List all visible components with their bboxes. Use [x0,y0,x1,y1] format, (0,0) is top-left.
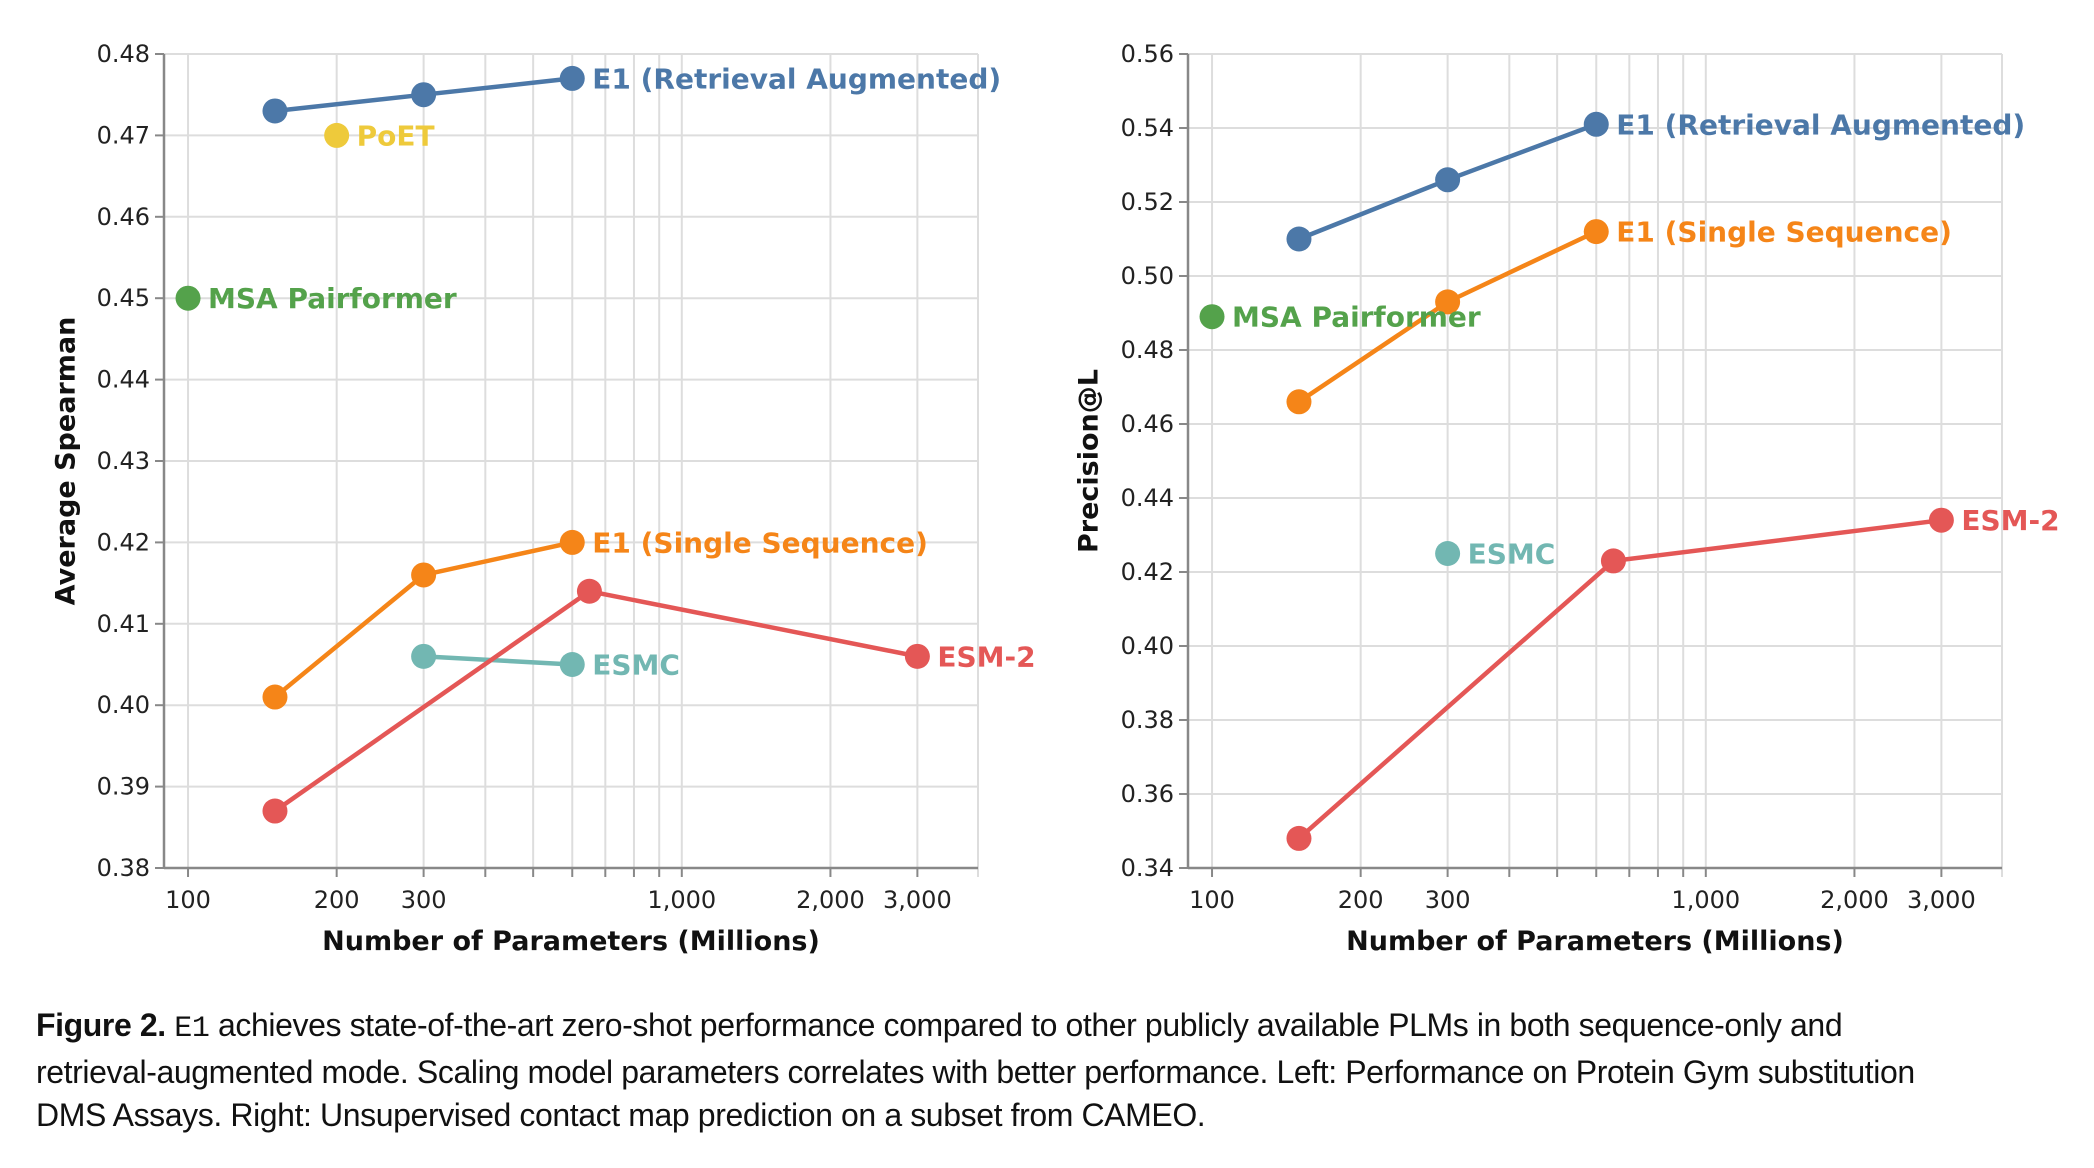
series-e1-retrieval-augmented: E1 (Retrieval Augmented) [1286,108,2025,252]
series-label: ESMC [1468,538,1556,571]
caption-line-2: retrieval-augmented mode. Scaling model … [36,1054,1915,1090]
y-tick-label: 0.38 [97,854,150,882]
y-tick-label: 0.39 [97,773,150,801]
x-tick-label: 100 [165,886,211,914]
x-tick-label: 200 [1338,886,1384,914]
series-label: E1 (Retrieval Augmented) [1616,108,2025,141]
x-tick-label: 100 [1189,886,1235,914]
y-tick-label: 0.40 [97,691,150,719]
y-tick-label: 0.56 [1121,40,1174,68]
caption-model-name: E1 [174,1012,210,1046]
x-tick-label: 3,000 [1907,886,1976,914]
y-tick-label: 0.48 [97,40,150,68]
data-point [904,643,930,669]
data-point [1600,548,1626,574]
series-label: E1 (Single Sequence) [1616,216,1952,249]
data-point [559,652,585,677]
data-point [262,684,288,710]
caption-label: Figure 2. [36,1007,166,1043]
y-tick-label: 0.44 [1121,484,1174,512]
x-tick-label: 2,000 [796,886,865,914]
y-tick-label: 0.42 [97,528,150,556]
x-tick-label: 3,000 [883,886,952,914]
x-tick-label: 300 [401,886,447,914]
caption-line-1: Figure 2. E1 achieves state-of-the-art z… [36,1004,2076,1051]
data-point [1583,219,1609,245]
series-label: ESM-2 [937,640,1035,673]
data-point [411,643,437,669]
x-axis-title: Number of Parameters (Millions) [322,926,820,957]
series-label: PoET [357,119,435,152]
data-point [559,65,585,91]
series-esmc: ESMC [1435,538,1555,571]
y-tick-label: 0.46 [1121,410,1174,438]
series-esmc: ESMC [411,643,680,682]
y-axis-title: Precision@L [1074,369,1105,553]
series-e1-single-sequence: E1 (Single Sequence) [262,526,928,710]
chart-panel-left: 0.38 0.39 0.40 0.41 0.42 0.43 0.44 0.45 0.46 0.47… [51,40,1036,957]
x-tick-label: 2,000 [1820,886,1889,914]
y-tick-label: 0.43 [97,447,150,475]
caption-line-3: DMS Assays. Right: Unsupervised contact … [36,1097,1206,1133]
x-tick-label: 200 [314,886,360,914]
y-tick-label: 0.45 [97,284,150,312]
y-tick-label: 0.41 [97,610,150,638]
x-tick-label: 300 [1425,886,1471,914]
y-tick-label: 0.50 [1121,262,1174,290]
series-label: MSA Pairformer [208,282,457,315]
y-tick-label: 0.48 [1121,336,1174,364]
data-point [1286,825,1312,851]
series-esm-2: ESM-2 [1286,504,2060,851]
y-tick-label: 0.42 [1121,558,1174,586]
y-tick-label: 0.38 [1121,706,1174,734]
series-e1-single-sequence: E1 (Single Sequence) [1286,216,1952,415]
figure-charts: 0.38 0.39 0.40 0.41 0.42 0.43 0.44 0.45 0.46 0.47… [51,40,2060,957]
y-tick-label: 0.44 [97,366,150,394]
series-label: ESMC [592,649,680,682]
x-tick-label: 1,000 [647,886,716,914]
series-line [423,654,573,667]
series-poet: PoET [324,119,435,152]
x-tick-label: 1,000 [1671,886,1740,914]
data-point [262,798,288,824]
series-msa-pairformer: MSA Pairformer [175,282,457,315]
data-point [411,82,437,108]
y-tick-label: 0.34 [1121,854,1174,882]
y-tick-label: 0.40 [1121,632,1174,660]
data-point [1199,304,1225,330]
data-point [1928,507,1954,533]
series-label: MSA Pairformer [1232,301,1481,334]
data-point [559,529,585,555]
data-point [1435,289,1461,315]
series-label: E1 (Single Sequence) [592,526,928,559]
y-tick-label: 0.52 [1121,188,1174,216]
figure-caption: Figure 2. E1 achieves state-of-the-art z… [36,1004,2076,1137]
data-point [262,98,288,124]
data-point [1435,541,1461,566]
data-point [1286,389,1312,415]
series-label: E1 (Retrieval Augmented) [592,62,1001,95]
caption-text-1: achieves state-of-the-art zero-shot perf… [209,1007,1843,1043]
series-msa-pairformer: MSA Pairformer [1199,301,1481,334]
data-point [576,578,602,604]
data-point [1286,226,1312,252]
y-axis-title: Average Spearman [51,317,82,606]
data-point [1435,167,1461,193]
y-tick-label: 0.46 [97,203,150,231]
y-tick-label: 0.54 [1121,114,1174,142]
series-label: ESM-2 [1961,504,2059,537]
data-point [1583,111,1609,137]
chart-panel-right: 0.34 0.36 0.38 0.40 0.42 0.44 0.46 0.48 0.50 0.52… [1074,40,2060,957]
series-esm-2: ESM-2 [262,578,1036,824]
x-axis-title: Number of Parameters (Millions) [1346,926,1844,957]
data-point [324,122,350,148]
series-e1-retrieval-augmented: E1 (Retrieval Augmented) [262,62,1001,124]
data-point [175,285,201,311]
data-point [411,562,437,588]
y-tick-label: 0.47 [97,121,150,149]
y-tick-label: 0.36 [1121,780,1174,808]
